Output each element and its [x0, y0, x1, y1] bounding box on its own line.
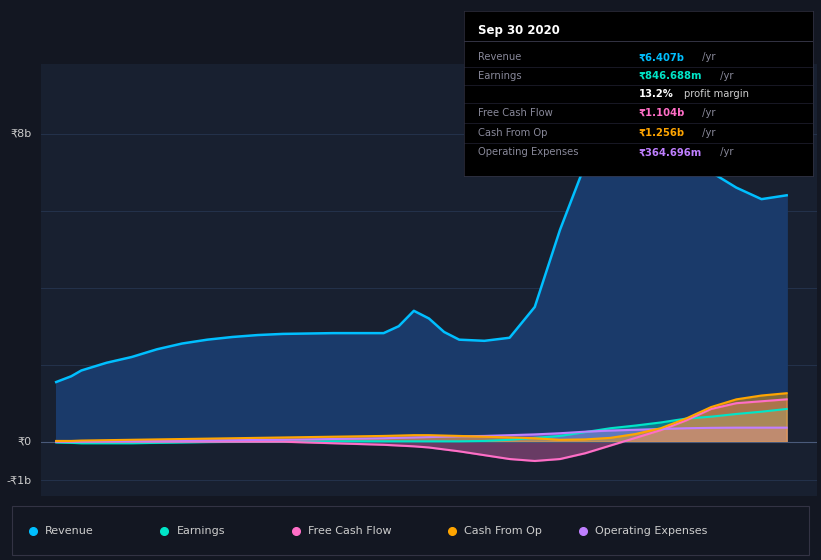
- Text: Operating Expenses: Operating Expenses: [478, 147, 578, 157]
- Text: ₹0: ₹0: [17, 437, 32, 447]
- Text: Cash From Op: Cash From Op: [464, 526, 542, 535]
- Text: Revenue: Revenue: [478, 53, 521, 63]
- Text: Cash From Op: Cash From Op: [478, 128, 548, 138]
- Text: ₹364.696m: ₹364.696m: [639, 147, 702, 157]
- Text: /yr: /yr: [717, 147, 733, 157]
- Text: ₹1.104b: ₹1.104b: [639, 108, 685, 118]
- Text: ₹1.256b: ₹1.256b: [639, 128, 685, 138]
- Text: Operating Expenses: Operating Expenses: [595, 526, 708, 535]
- Text: Earnings: Earnings: [478, 71, 521, 81]
- Text: Free Cash Flow: Free Cash Flow: [478, 108, 553, 118]
- Text: ₹6.407b: ₹6.407b: [639, 53, 685, 63]
- Text: Revenue: Revenue: [45, 526, 94, 535]
- Text: /yr: /yr: [699, 53, 716, 63]
- Text: Sep 30 2020: Sep 30 2020: [478, 25, 560, 38]
- Text: -₹1b: -₹1b: [7, 475, 32, 485]
- Text: Free Cash Flow: Free Cash Flow: [308, 526, 392, 535]
- Text: Earnings: Earnings: [177, 526, 225, 535]
- Text: /yr: /yr: [699, 128, 716, 138]
- Text: 13.2%: 13.2%: [639, 89, 673, 99]
- Text: /yr: /yr: [717, 71, 733, 81]
- Text: profit margin: profit margin: [684, 89, 749, 99]
- Text: /yr: /yr: [699, 108, 716, 118]
- Text: ₹8b: ₹8b: [11, 129, 32, 139]
- Text: ₹846.688m: ₹846.688m: [639, 71, 702, 81]
